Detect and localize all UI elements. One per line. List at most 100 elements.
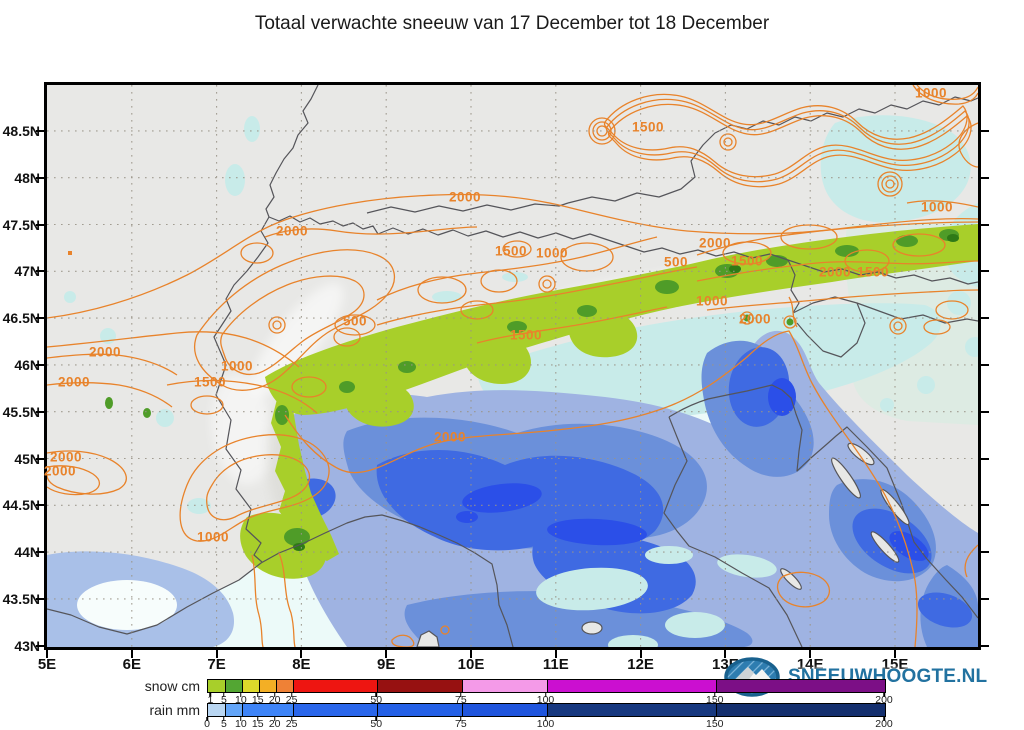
legend-ticknum: 15 (251, 694, 264, 706)
page-title: Totaal verwachte sneeuw van 17 December … (254, 13, 770, 34)
legend-segment (275, 680, 293, 692)
legend-tickmark (883, 716, 885, 721)
lat-tick-right (981, 176, 989, 179)
legend-tickmark (240, 692, 242, 697)
legend-ticknum: 25 (285, 718, 298, 730)
lat-tick-right (981, 597, 989, 600)
lat-label: 48.5N (2, 122, 40, 139)
legend-tickmark (209, 692, 212, 697)
lat-label: 46.5N (2, 310, 40, 327)
lat-tick-right (981, 363, 989, 366)
legend-ticknum: 5 (221, 718, 227, 730)
contour-label: 2000 (698, 235, 732, 251)
legend-tickmark (883, 692, 885, 697)
lat-tick-left (36, 317, 44, 320)
lon-tick-bottom (554, 650, 557, 658)
contour-label: 2000 (738, 311, 772, 327)
lon-label: 6E (122, 656, 141, 673)
contour-layer (47, 85, 978, 647)
lat-label: 46N (14, 356, 40, 373)
lon-label: 15E (881, 656, 909, 673)
contour-label: 500 (342, 313, 368, 329)
legend-segment (377, 680, 462, 692)
lat-tick-left (36, 504, 44, 507)
contour-label: 1000 (220, 358, 254, 374)
legend-segment (377, 704, 462, 716)
legend-segment (461, 704, 547, 716)
legend-tickmark (240, 716, 242, 721)
legend-ticknum: 150 (705, 718, 724, 730)
legend-segment (241, 680, 259, 692)
lat-label: 47.5N (2, 216, 40, 233)
lat-tick-left (36, 644, 44, 647)
legend-tickmark (460, 692, 462, 697)
lon-label: 11E (542, 656, 569, 673)
contour-label: 1500 (494, 243, 528, 259)
lat-tick-right (981, 223, 989, 226)
contour-label: 1000 (535, 245, 569, 261)
legend-ticknum: 10 (235, 694, 247, 706)
legend-segment (292, 680, 378, 692)
lon-label: 7E (207, 656, 226, 673)
rain-layer (47, 330, 978, 647)
lon-tick-bottom (385, 650, 388, 658)
legend-segment (461, 680, 547, 692)
legend-tickmark (375, 716, 377, 721)
contour-donuts (268, 117, 907, 335)
contour-label: 1500 (730, 253, 764, 269)
border-layer (47, 85, 978, 647)
legend-ticknum: 0 (204, 718, 210, 730)
legend-ticknum: 25 (285, 694, 298, 706)
lat-label: 45.5N (2, 403, 40, 420)
legend-tickmark (714, 692, 716, 697)
lat-tick-right (981, 551, 989, 554)
legend-tickmark (290, 716, 293, 721)
legend-ticknum: 50 (370, 718, 383, 730)
contour-label: 2000 (88, 344, 122, 360)
lat-tick-right (981, 644, 989, 647)
lon-label: 10E (457, 656, 485, 673)
lat-tick-left (36, 176, 44, 179)
legend-segment (715, 704, 885, 716)
legend-segment (715, 680, 885, 692)
legend-ticknum: 10 (235, 718, 247, 730)
legend-ticknum: 50 (370, 694, 383, 706)
legend-ticknum: 75 (455, 718, 467, 730)
lat-tick-right (981, 270, 989, 273)
lat-tick-left (36, 129, 44, 132)
lat-tick-right (981, 317, 989, 320)
legend-segment (546, 680, 716, 692)
lat-tick-left (36, 551, 44, 554)
lon-tick-bottom (809, 650, 812, 658)
legend-label-snow: snow cm (144, 678, 200, 694)
legend-tickmark (206, 716, 208, 721)
contour-label: 500 (663, 254, 689, 270)
legend-ticknum: 15 (251, 718, 264, 730)
legend-segment (258, 680, 276, 692)
lon-tick-bottom (215, 650, 218, 658)
legend-tickmark (257, 716, 259, 721)
legend-tickmark (290, 692, 293, 697)
lat-tick-left (36, 410, 44, 413)
contour-label: 2000 (275, 223, 309, 239)
legend-segment (224, 704, 242, 716)
contour-label: 2000 (448, 189, 482, 205)
contour-label: 2000 (818, 264, 852, 280)
legend-ticknum: 5 (221, 694, 227, 706)
legend-tickmark (257, 692, 259, 697)
legend-ticknum: 100 (536, 718, 555, 730)
lon-label: 5E (37, 656, 57, 673)
lon-tick-bottom (46, 650, 48, 658)
map-canvas (47, 85, 978, 647)
contour-label: 1000 (695, 293, 729, 309)
snow-layer (105, 224, 978, 579)
legend-segment (208, 680, 225, 692)
contour-label: 2000 (57, 374, 91, 390)
legend-tickmark (223, 692, 225, 697)
contour-label: 1500 (193, 374, 227, 390)
legend-tickmark (544, 692, 547, 697)
lat-label: 43.5N (2, 590, 40, 607)
lat-label: 45N (14, 450, 40, 467)
legend-tickmark (223, 716, 225, 721)
